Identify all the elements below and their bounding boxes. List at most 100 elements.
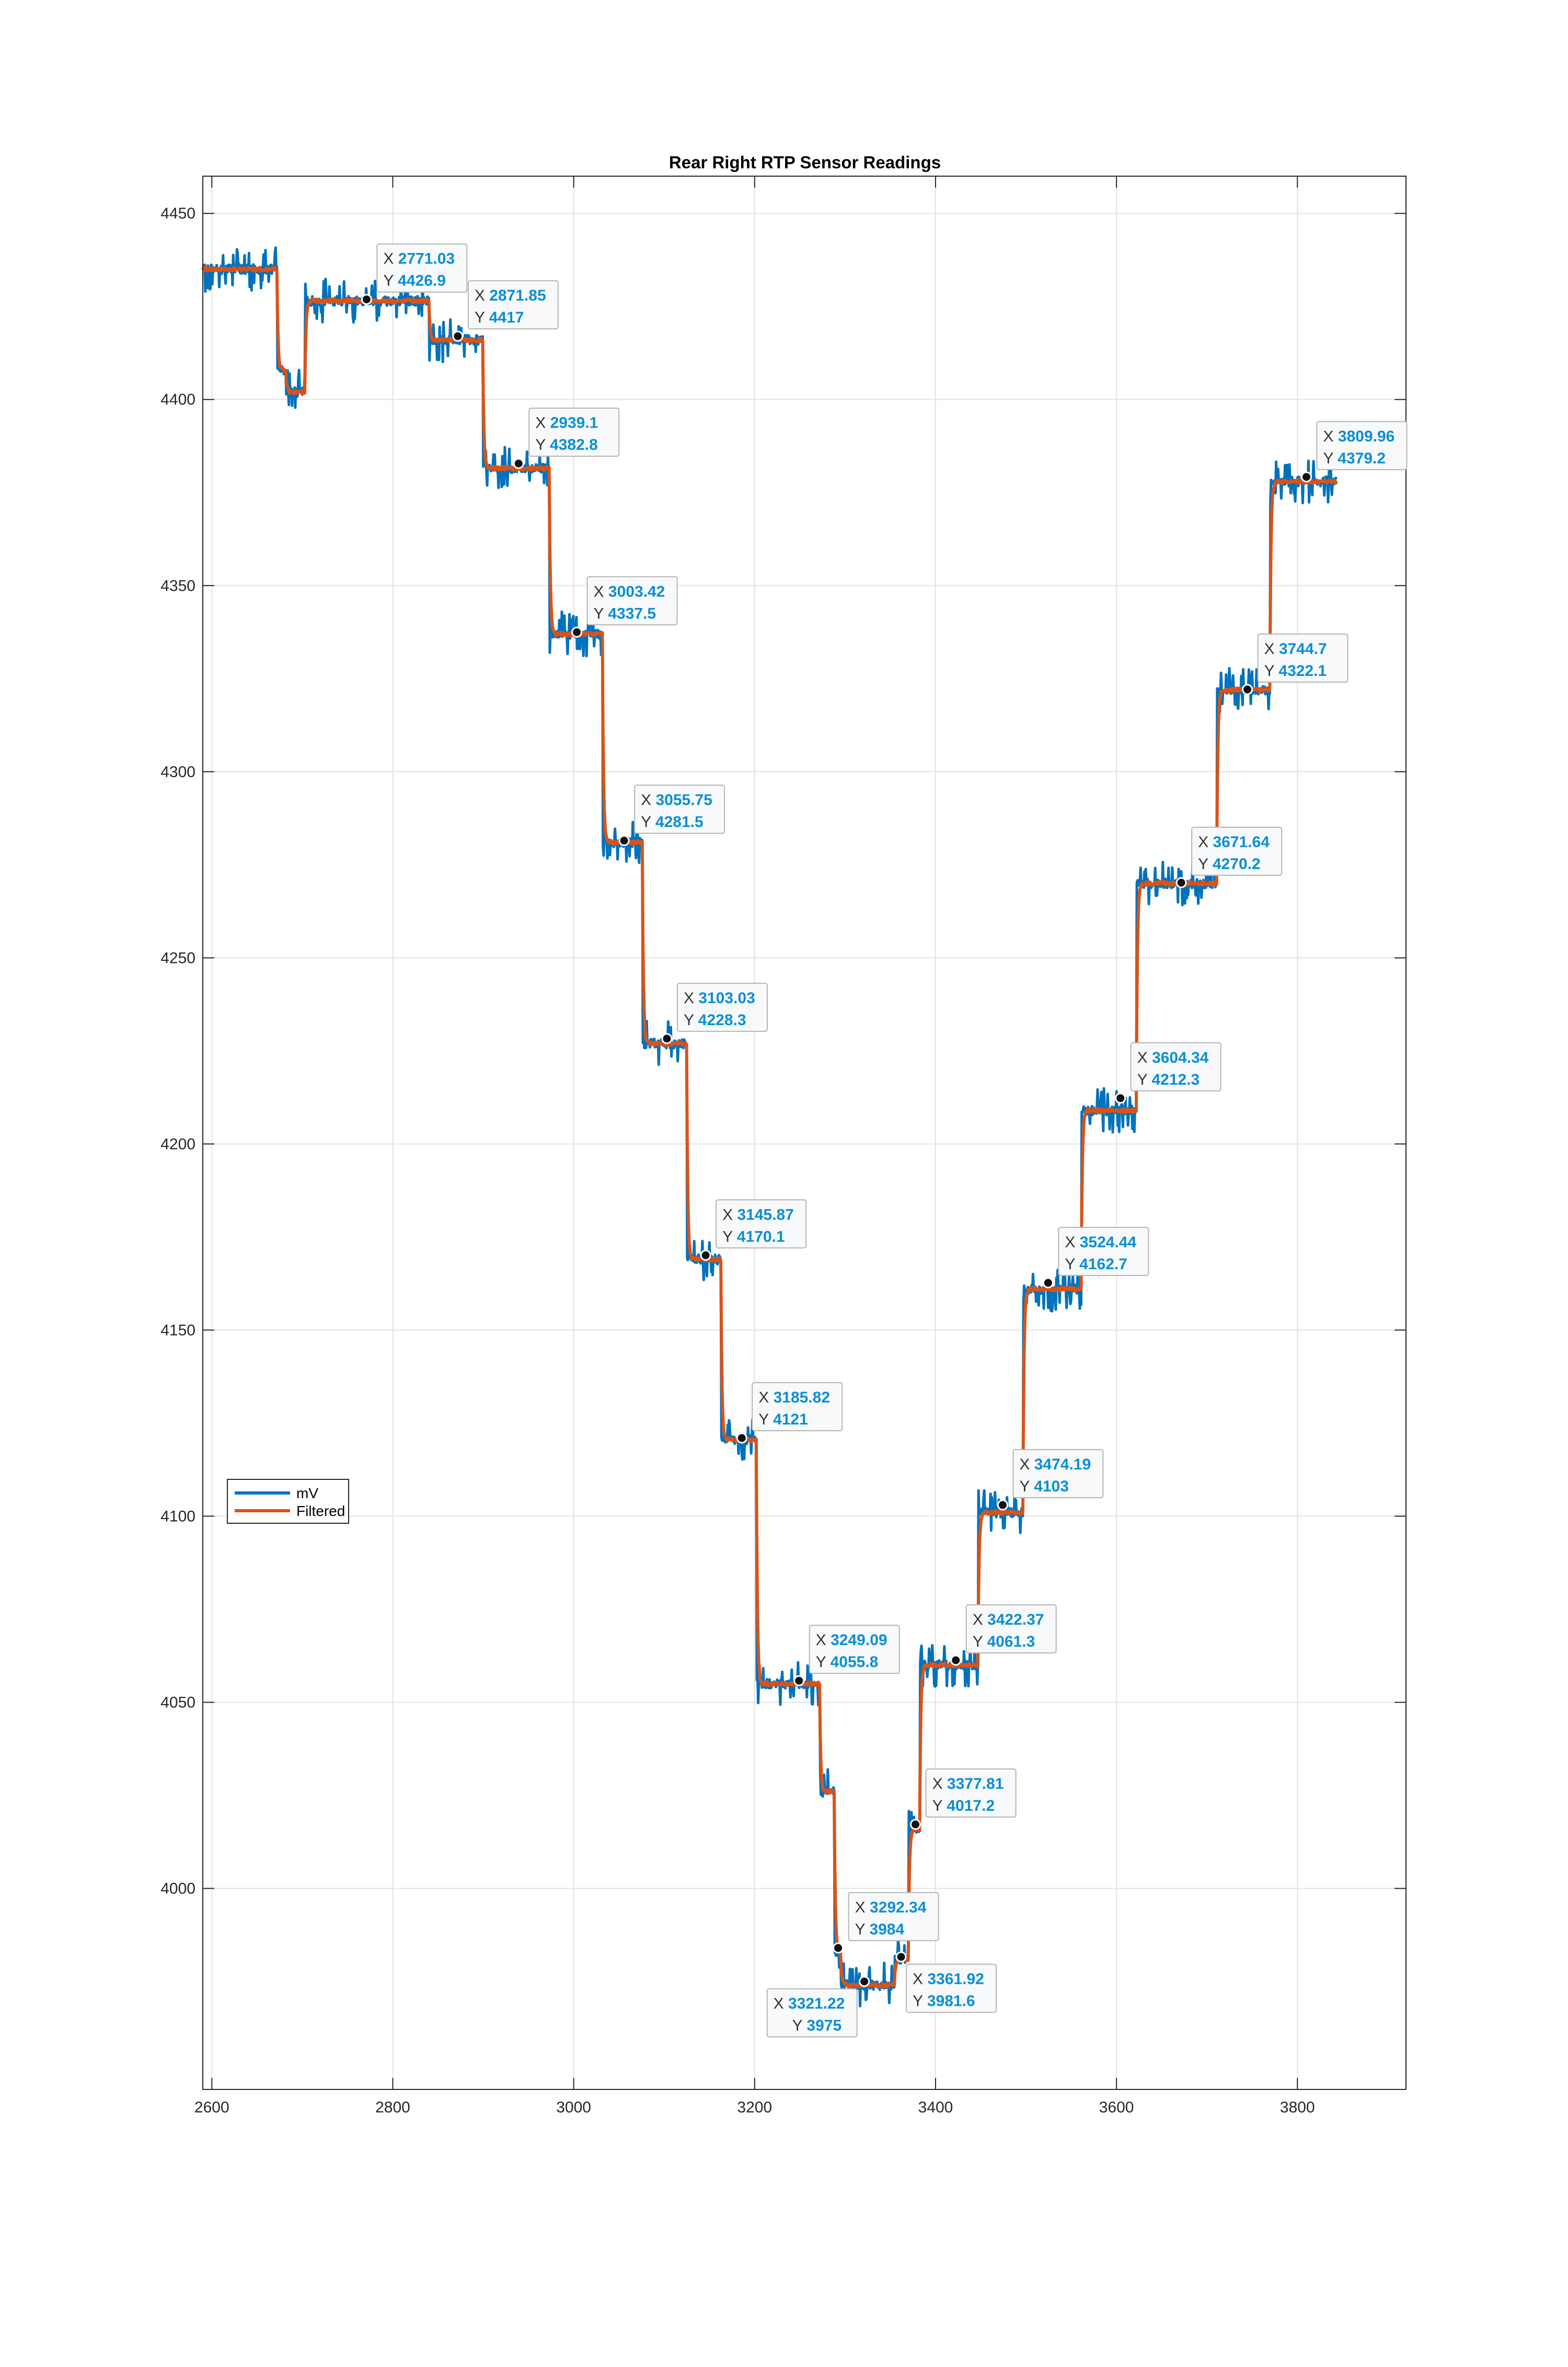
- datatip-x-row: X 2871.85: [475, 287, 546, 304]
- datatip-x-value: 2771.03: [398, 250, 455, 268]
- datatip-x-value: 3671.64: [1213, 833, 1270, 851]
- datatip-y-value: 3975: [806, 2017, 841, 2035]
- datatip-box: [634, 785, 725, 834]
- datatip-box: [848, 1892, 939, 1941]
- datatip-box: [1316, 421, 1408, 470]
- datatip-y-row: Y 4228.3: [684, 1012, 746, 1029]
- y-tick-label: 4000: [160, 1880, 195, 1897]
- datatip-x-value: 3103.03: [698, 990, 755, 1007]
- datatip-x-key: X: [774, 1995, 788, 2013]
- datatip-x-value: 3055.75: [655, 791, 712, 809]
- datatip-box: [1012, 1449, 1104, 1499]
- datatip-x-key: X: [1264, 640, 1279, 658]
- y-tick-label: 4300: [160, 763, 195, 780]
- datatip-x-key: X: [855, 1899, 870, 1916]
- datatip-x-key: X: [913, 1971, 927, 1988]
- datatip-y-row: Y 3981.6: [913, 1993, 975, 2010]
- datatip-y-key: Y: [973, 1633, 987, 1650]
- legend-box: [227, 1479, 349, 1524]
- datatip-y-row: Y 4103: [1019, 1478, 1069, 1495]
- datatip-y-row: Y 4017.2: [932, 1797, 995, 1814]
- datatip-box: [752, 1382, 843, 1431]
- datatip-y-value: 4061.3: [987, 1633, 1035, 1650]
- grid: [203, 176, 1406, 2089]
- datatip-x-key: X: [1323, 428, 1338, 445]
- datatip-y-key: Y: [758, 1411, 773, 1428]
- datatip-x-row: X 3055.75: [641, 791, 712, 809]
- datatip-marker: [452, 330, 464, 342]
- datatip-x-row: X 3321.22: [774, 1995, 845, 2013]
- datatip-y-key: Y: [816, 1653, 831, 1671]
- y-tick-label: 4250: [160, 949, 195, 967]
- datatip: X 3003.42Y 4337.5: [571, 576, 678, 638]
- datatip-y-key: Y: [1323, 450, 1338, 467]
- datatip-y-value: 4162.7: [1079, 1256, 1127, 1273]
- datatip-box: [716, 1199, 807, 1249]
- datatip-marker: [1301, 471, 1312, 482]
- datatip-box: [965, 1604, 1057, 1653]
- datatip-marker: [618, 835, 630, 846]
- datatip-y-value: 4417: [489, 309, 524, 326]
- datatip-y-row: Y 4170.1: [722, 1228, 785, 1245]
- datatip-y-value: 4281.5: [655, 813, 704, 831]
- datatip-box: [766, 1988, 858, 2038]
- datatip-x-value: 3474.19: [1034, 1456, 1091, 1473]
- datatip-box: [925, 1768, 1017, 1818]
- datatip-y-row: Y 4281.5: [641, 813, 704, 831]
- datatip-box: [586, 576, 678, 626]
- datatip-marker: [833, 1942, 844, 1954]
- datatip-x-row: X 2939.1: [535, 415, 598, 432]
- datatip-box: [1257, 633, 1348, 683]
- datatip-marker: [1115, 1093, 1126, 1104]
- datatip-y-row: Y 4055.8: [816, 1653, 879, 1671]
- chart-title: Rear Right RTP Sensor Readings: [669, 153, 941, 172]
- datatip-y-key: Y: [792, 2017, 807, 2035]
- datatip-y-value: 4322.1: [1278, 662, 1327, 680]
- datatip: X 3249.09Y 4055.8: [793, 1625, 900, 1686]
- y-tick-label: 4400: [160, 391, 195, 408]
- legend: mV Filtered: [227, 1479, 349, 1524]
- datatip-y-value: 4055.8: [831, 1653, 879, 1671]
- datatip-y-value: 4170.1: [737, 1228, 785, 1245]
- series-filtered-line: [201, 266, 1338, 1989]
- datatip-y-value: 4379.2: [1338, 450, 1386, 467]
- datatip-x-row: X 3377.81: [932, 1775, 1004, 1793]
- datatip-x-value: 3604.34: [1152, 1049, 1209, 1066]
- datatip-y-row: Y 4337.5: [594, 605, 656, 622]
- datatip-x-key: X: [758, 1389, 773, 1406]
- datatip-x-row: X 3422.37: [973, 1611, 1044, 1628]
- datatip-marker: [700, 1249, 711, 1261]
- datatip-y-row: Y 4162.7: [1065, 1256, 1127, 1273]
- datatip-box: [906, 1963, 997, 2013]
- datatip-box: [809, 1625, 900, 1674]
- datatip-x-value: 3249.09: [831, 1631, 887, 1649]
- datatip-x-row: X 3809.96: [1323, 428, 1395, 445]
- datatip-x-row: X 3474.19: [1019, 1456, 1091, 1473]
- datatip-y-key: Y: [383, 272, 398, 290]
- datatip: X 3185.82Y 4121: [736, 1382, 843, 1444]
- x-tick-label: 2800: [375, 2099, 410, 2116]
- datatip-y-key: Y: [1019, 1478, 1034, 1495]
- datatip-marker: [793, 1675, 805, 1686]
- datatip: X 3377.81 Y 4017.2: [910, 1768, 1017, 1830]
- y-tick-label: 4100: [160, 1508, 195, 1525]
- datatip-x-row: X 3604.34: [1137, 1049, 1209, 1066]
- datatip: X 2939.1Y 4382.8: [513, 407, 620, 469]
- datatip: X 3361.92Y 3981.6: [895, 1951, 997, 2013]
- datatip-y-key: Y: [1137, 1071, 1152, 1088]
- y-tick-label: 4350: [160, 577, 195, 594]
- datatip-box: [1130, 1042, 1221, 1091]
- datatip-y-key: Y: [535, 436, 550, 454]
- datatip-x-value: 3377.81: [947, 1775, 1004, 1793]
- datatip-x-row: X 3185.82: [758, 1389, 830, 1406]
- datatip-y-value: 4426.9: [398, 272, 446, 290]
- datatip-x-key: X: [932, 1775, 947, 1793]
- y-tick-label: 4200: [160, 1135, 195, 1153]
- datatip-y-key: Y: [913, 1993, 927, 2010]
- datatip-x-row: X 3292.34: [855, 1899, 927, 1916]
- datatip-x-row: X 3103.03: [684, 990, 755, 1007]
- datatip-x-value: 3185.82: [774, 1389, 830, 1406]
- datatip-x-value: 2939.1: [550, 415, 598, 432]
